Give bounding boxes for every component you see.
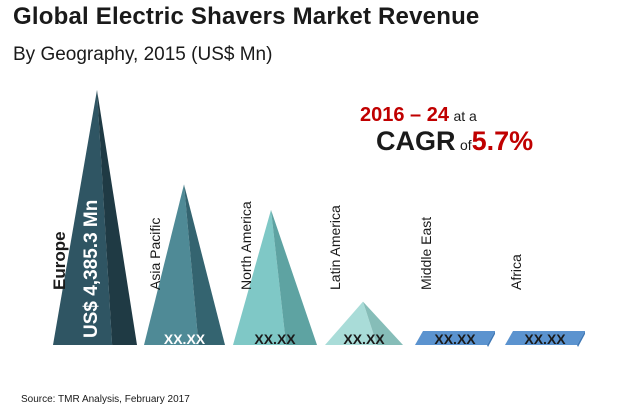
flat-tile — [415, 331, 495, 345]
category-label: Asia Pacific — [147, 218, 163, 290]
chart-title: Global Electric Shavers Market Revenue — [13, 3, 480, 30]
pyramid-north-america: North America XX.XX — [233, 201, 317, 347]
cagr-at-a: at a — [453, 108, 477, 124]
pyramid-face-front — [53, 90, 113, 345]
pyramid-face-front — [144, 184, 199, 345]
cagr-value-line: CAGR of5.7% — [376, 126, 533, 157]
flat-tile — [505, 331, 585, 345]
cagr-of: of — [459, 137, 472, 153]
value-label: US$ 4,385.3 Mn — [81, 200, 102, 338]
category-label: Latin America — [327, 205, 343, 290]
value-label: XX.XX — [434, 331, 476, 347]
cagr-period-line: 2016 – 24 at a — [360, 104, 477, 127]
category-label: Europe — [50, 231, 69, 290]
pyramid-middle-east: Middle East XX.XX — [415, 217, 495, 347]
pyramid-face-side — [97, 90, 137, 345]
pyramid-face-side — [184, 184, 225, 345]
source-note: Source: TMR Analysis, February 2017 — [21, 394, 190, 405]
flat-tile-edge — [577, 331, 585, 347]
pyramid-africa: Africa XX.XX — [505, 254, 585, 347]
category-label: Middle East — [418, 217, 434, 290]
pyramid-latin-america: Latin America XX.XX — [325, 205, 403, 347]
category-label: North America — [238, 201, 254, 290]
pyramid-asia-pacific: Asia Pacific XX.XX — [144, 184, 225, 347]
value-label: XX.XX — [343, 331, 385, 347]
cagr-value: 5.7% — [471, 126, 534, 156]
flat-tile-edge — [487, 331, 495, 347]
cagr-period: 2016 – 24 — [360, 104, 449, 126]
pyramid-europe: Europe US$ 4,385.3 Mn — [50, 90, 137, 345]
chart-subtitle: By Geography, 2015 (US$ Mn) — [13, 44, 273, 65]
pyramid-face-front — [325, 301, 378, 345]
pyramid-face-side — [271, 209, 317, 345]
pyramid-face-front — [233, 209, 287, 345]
value-label: XX.XX — [524, 331, 566, 347]
value-label: XX.XX — [254, 331, 296, 347]
category-label: Africa — [508, 254, 524, 290]
value-label: XX.XX — [164, 331, 206, 347]
cagr-word: CAGR — [376, 126, 456, 156]
pyramid-face-side — [363, 301, 403, 345]
